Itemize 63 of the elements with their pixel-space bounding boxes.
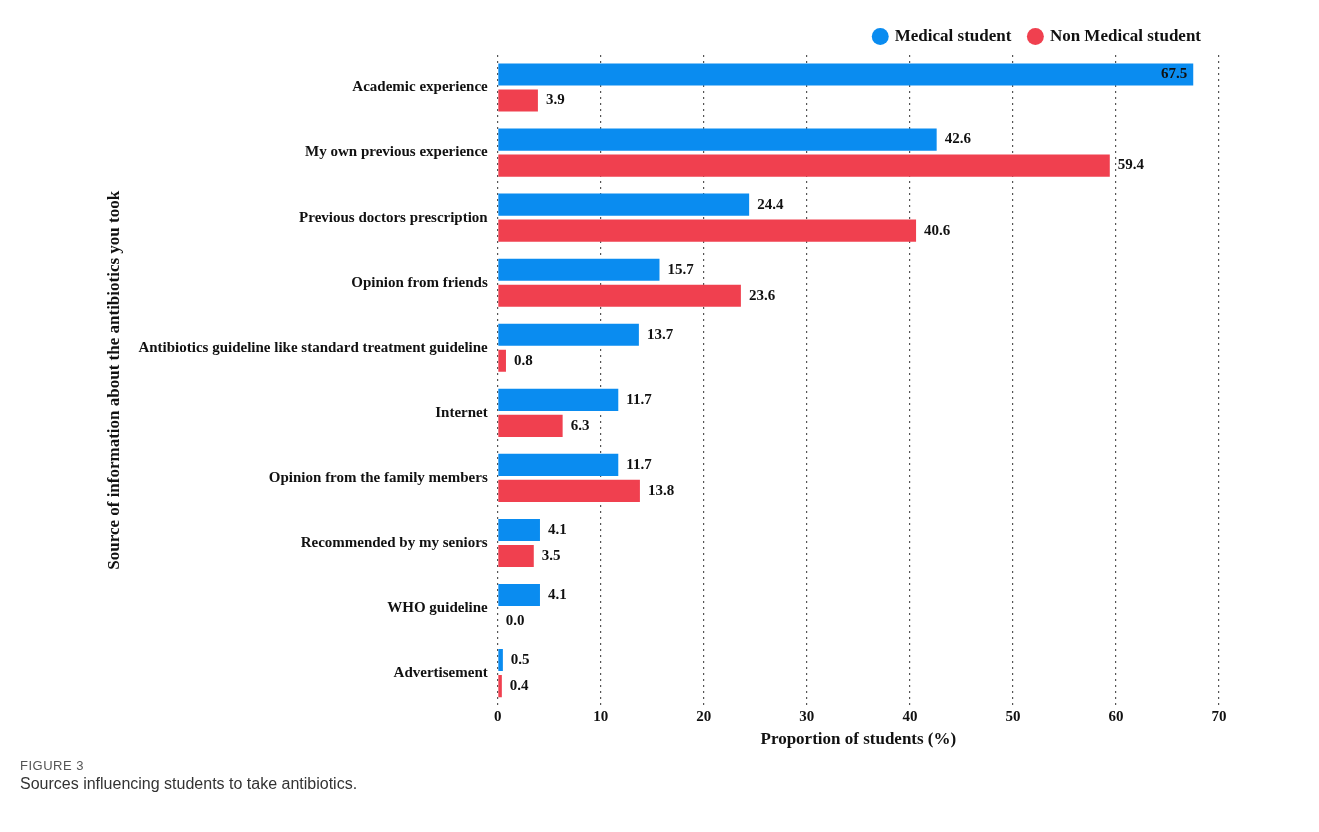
- bar: [498, 649, 503, 672]
- bar: [498, 544, 534, 568]
- bar: [498, 323, 639, 346]
- bar: [498, 128, 937, 151]
- data-label: 23.6: [748, 286, 776, 303]
- y-tick-label: Advertisement: [393, 663, 488, 680]
- data-label: 4.1: [547, 585, 567, 602]
- bar: [498, 479, 640, 502]
- y-tick-label: Internet: [435, 403, 488, 420]
- bar: [498, 349, 506, 372]
- bar: [498, 258, 660, 281]
- bar: [498, 518, 540, 541]
- data-label: 24.4: [757, 195, 784, 212]
- source-note: Sources influencing students to take antibiotics.: [20, 775, 359, 793]
- y-tick-label: Opinion from the family members: [268, 468, 488, 485]
- data-label: 3.5: [541, 546, 561, 563]
- bar: [498, 284, 741, 307]
- data-label: 6.3: [570, 416, 590, 433]
- data-label: 0.5: [510, 650, 530, 667]
- x-tick-label: 10: [593, 708, 609, 725]
- x-tick-label: 50: [1005, 708, 1021, 725]
- legend-label: Non Medical student: [1049, 25, 1202, 45]
- data-label: 4.1: [547, 520, 567, 537]
- bar: [498, 414, 563, 437]
- x-tick-label: 60: [1108, 708, 1124, 725]
- data-label: 13.7: [646, 325, 674, 342]
- x-axis-title: Proportion of students (%): [760, 729, 957, 749]
- y-tick-label: My own previous experience: [305, 143, 489, 160]
- legend-label: Medical student: [894, 25, 1012, 45]
- y-axis-title: Source of information about the antibiotics you took: [103, 190, 123, 570]
- y-tick-label: Recommended by my seniors: [300, 533, 488, 550]
- data-label: 0.8: [513, 351, 533, 368]
- data-label: 59.4: [1117, 156, 1145, 173]
- y-tick-label: WHO guideline: [387, 598, 489, 615]
- y-tick-label: Antibiotics guideline like standard treatment guideline: [138, 338, 489, 355]
- data-label: 40.6: [924, 221, 951, 238]
- bar: [498, 63, 1194, 86]
- bar: [498, 675, 502, 698]
- data-label: 11.7: [626, 390, 653, 407]
- y-tick-label: Opinion from friends: [351, 273, 488, 290]
- data-label: 11.7: [626, 455, 653, 472]
- x-tick-label: 0: [493, 708, 502, 725]
- data-label: 67.5: [1160, 65, 1188, 82]
- data-label: 42.6: [944, 130, 972, 147]
- bar: [498, 154, 1110, 177]
- data-label: 3.9: [545, 91, 565, 108]
- x-tick-label: 30: [799, 708, 815, 725]
- bar: [498, 453, 619, 476]
- y-tick-label: Academic experience: [352, 78, 489, 95]
- data-label: 15.7: [667, 260, 695, 277]
- bar: [498, 219, 917, 242]
- caption: FIGURE 3: [20, 758, 85, 773]
- bar: [498, 388, 619, 411]
- bar: [498, 583, 540, 607]
- data-label: 13.8: [647, 481, 675, 498]
- data-label: 0.0: [505, 611, 525, 628]
- bar: [498, 193, 750, 216]
- x-tick-label: 40: [902, 708, 918, 725]
- x-tick-label: 70: [1211, 708, 1227, 725]
- data-label: 0.4: [509, 676, 530, 693]
- x-tick-label: 20: [696, 708, 712, 725]
- y-tick-label: Previous doctors prescription: [299, 208, 489, 225]
- bar: [498, 89, 538, 112]
